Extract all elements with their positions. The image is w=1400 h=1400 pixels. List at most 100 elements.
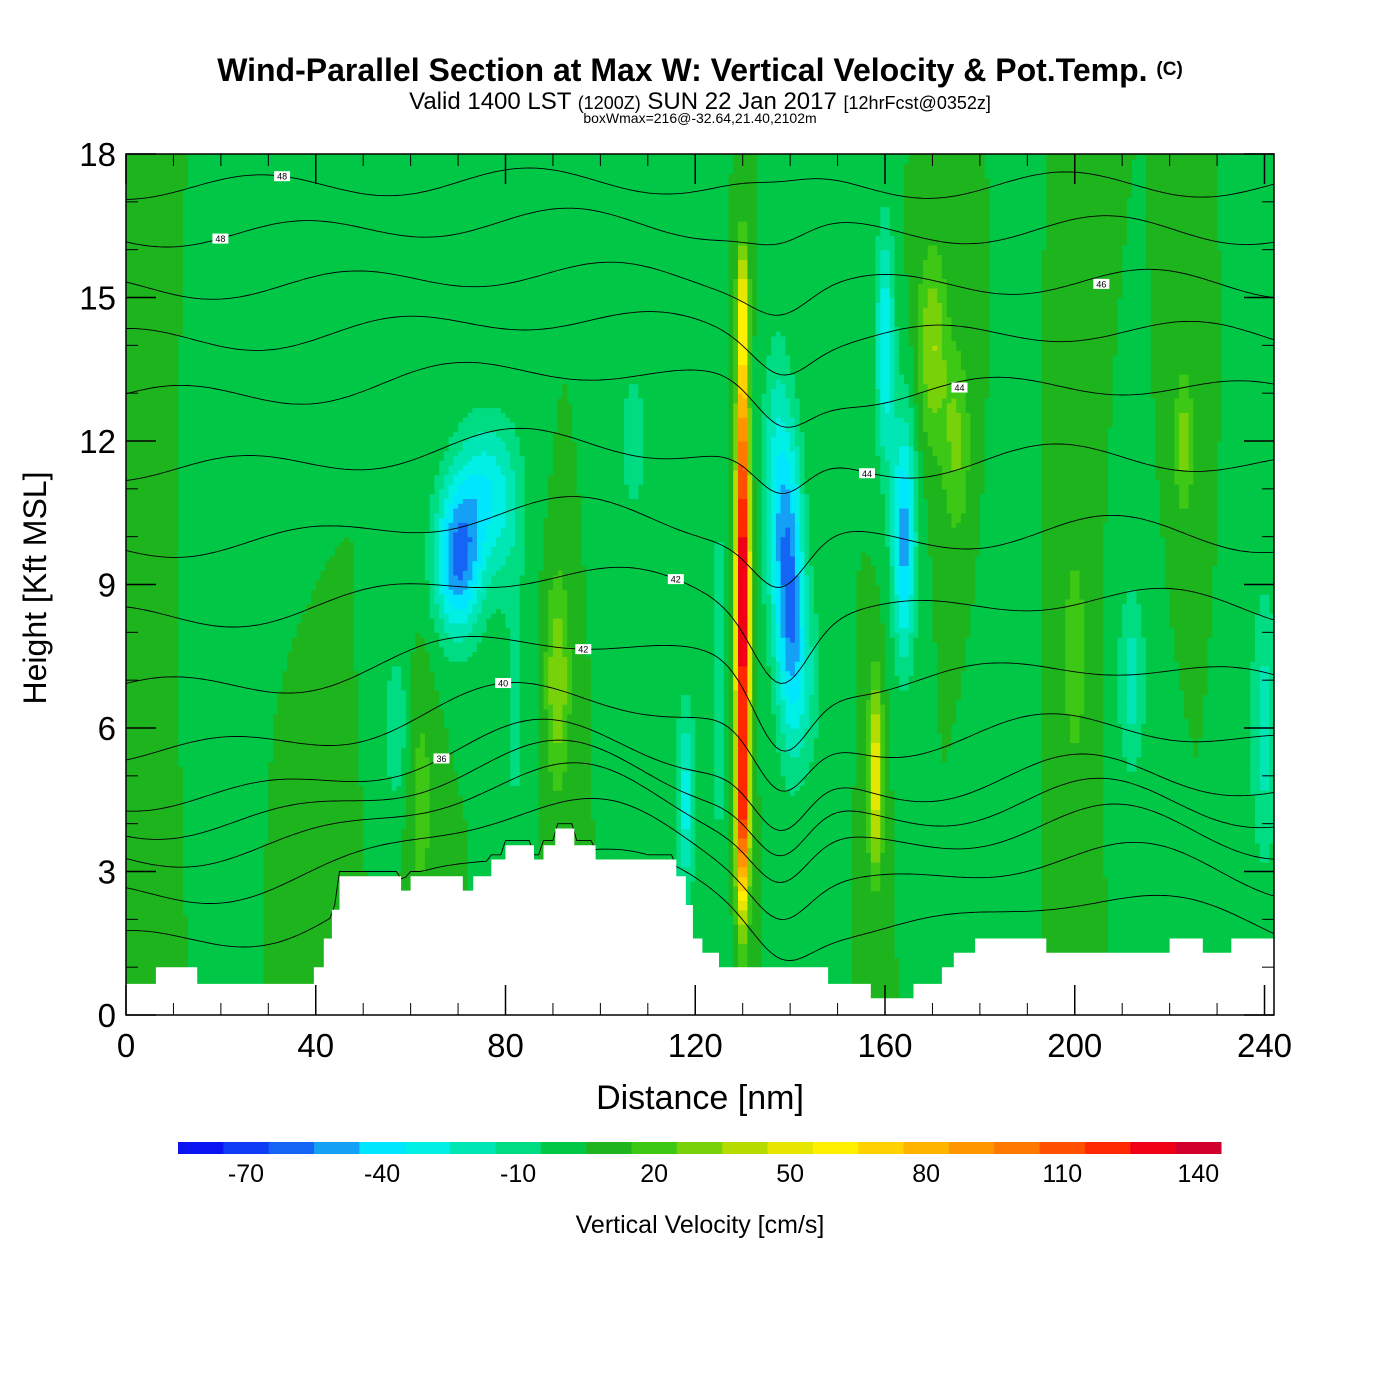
velocity-cell — [752, 723, 758, 729]
velocity-cell — [562, 718, 568, 724]
velocity-cell — [818, 704, 858, 710]
velocity-cell — [1145, 637, 1175, 643]
velocity-cell — [761, 512, 767, 519]
velocity-cell — [676, 723, 696, 729]
velocity-cell — [567, 622, 587, 629]
velocity-cell — [434, 589, 440, 595]
velocity-cell — [1164, 536, 1218, 543]
velocity-cell — [761, 421, 767, 428]
velocity-cell — [794, 421, 801, 428]
velocity-cell — [643, 417, 730, 423]
velocity-cell — [182, 861, 265, 868]
velocity-cell — [1103, 527, 1161, 533]
velocity-cell — [178, 493, 431, 499]
velocity-cell — [880, 464, 891, 471]
velocity-cell — [747, 962, 763, 968]
velocity-cell — [571, 407, 625, 413]
velocity-cell — [984, 398, 1043, 404]
velocity-cell — [752, 464, 763, 471]
velocity-cell — [733, 431, 739, 437]
velocity-cell — [1117, 646, 1128, 653]
velocity-cell — [453, 493, 492, 499]
velocity-cell — [752, 383, 767, 389]
velocity-cell — [1041, 785, 1104, 791]
velocity-cell — [875, 426, 881, 432]
velocity-cell — [752, 603, 758, 609]
velocity-cell — [1103, 737, 1123, 743]
velocity-cell — [870, 751, 881, 758]
velocity-cell — [870, 885, 881, 892]
velocity-cell — [752, 747, 758, 753]
velocity-cell — [723, 785, 729, 791]
velocity-cell — [552, 637, 563, 643]
velocity-cell — [794, 536, 801, 543]
velocity-cell — [1221, 402, 1274, 409]
velocity-cell — [1079, 713, 1104, 719]
velocity-cell — [918, 555, 933, 562]
velocity-cell — [410, 751, 416, 758]
velocity-cell — [415, 852, 426, 858]
velocity-cell — [856, 747, 867, 753]
velocity-cell — [690, 742, 696, 748]
velocity-cell — [690, 833, 696, 839]
velocity-cell — [477, 541, 483, 547]
velocity-cell — [775, 723, 782, 729]
velocity-cell — [794, 436, 805, 442]
velocity-cell — [885, 833, 896, 839]
velocity-cell — [870, 780, 881, 786]
velocity-cell — [1141, 742, 1194, 748]
velocity-cell — [126, 723, 179, 729]
velocity-cell — [178, 598, 312, 605]
velocity-cell — [624, 469, 644, 476]
velocity-cell — [738, 551, 749, 557]
velocity-cell — [1179, 484, 1190, 490]
velocity-cell — [733, 818, 739, 825]
velocity-cell — [453, 603, 469, 609]
velocity-cell — [1207, 661, 1251, 667]
velocity-cell — [500, 407, 559, 413]
velocity-cell — [856, 637, 886, 643]
velocity-cell — [723, 594, 729, 600]
velocity-cell — [794, 618, 801, 624]
velocity-cell — [552, 436, 573, 442]
velocity-cell — [738, 565, 749, 571]
velocity-cell — [477, 574, 483, 581]
velocity-cell — [984, 455, 1043, 461]
velocity-cell — [752, 842, 763, 849]
velocity-cell — [263, 876, 369, 882]
velocity-cell — [766, 464, 772, 471]
velocity-cell — [899, 450, 910, 456]
velocity-cell — [538, 804, 592, 810]
velocity-cell — [576, 445, 625, 452]
velocity-cell — [775, 661, 782, 667]
velocity-cell — [562, 780, 592, 786]
velocity-cell — [756, 661, 767, 667]
velocity-cell — [695, 814, 715, 820]
velocity-cell — [586, 603, 715, 609]
velocity-cell — [1145, 656, 1175, 662]
velocity-cell — [913, 560, 919, 566]
velocity-cell — [126, 952, 189, 959]
velocity-cell — [918, 517, 929, 523]
velocity-cell — [1202, 708, 1251, 715]
velocity-cell — [1103, 847, 1261, 853]
velocity-cell — [505, 522, 516, 528]
velocity-cell — [809, 527, 886, 533]
velocity-cell — [510, 685, 521, 691]
velocity-cell — [178, 742, 274, 748]
velocity-cell — [766, 646, 772, 653]
velocity-cell — [733, 737, 739, 743]
velocity-cell — [439, 531, 445, 538]
velocity-cell — [775, 713, 782, 719]
velocity-cell — [681, 838, 692, 844]
velocity-cell — [766, 417, 777, 423]
velocity-cell — [690, 747, 696, 753]
velocity-cell — [410, 718, 445, 724]
velocity-cell — [1188, 445, 1194, 452]
velocity-cell — [1250, 780, 1261, 786]
velocity-cell — [771, 469, 777, 476]
velocity-cell — [956, 522, 981, 528]
velocity-cell — [557, 398, 568, 404]
velocity-cell — [1041, 646, 1066, 653]
velocity-cell — [899, 474, 910, 480]
